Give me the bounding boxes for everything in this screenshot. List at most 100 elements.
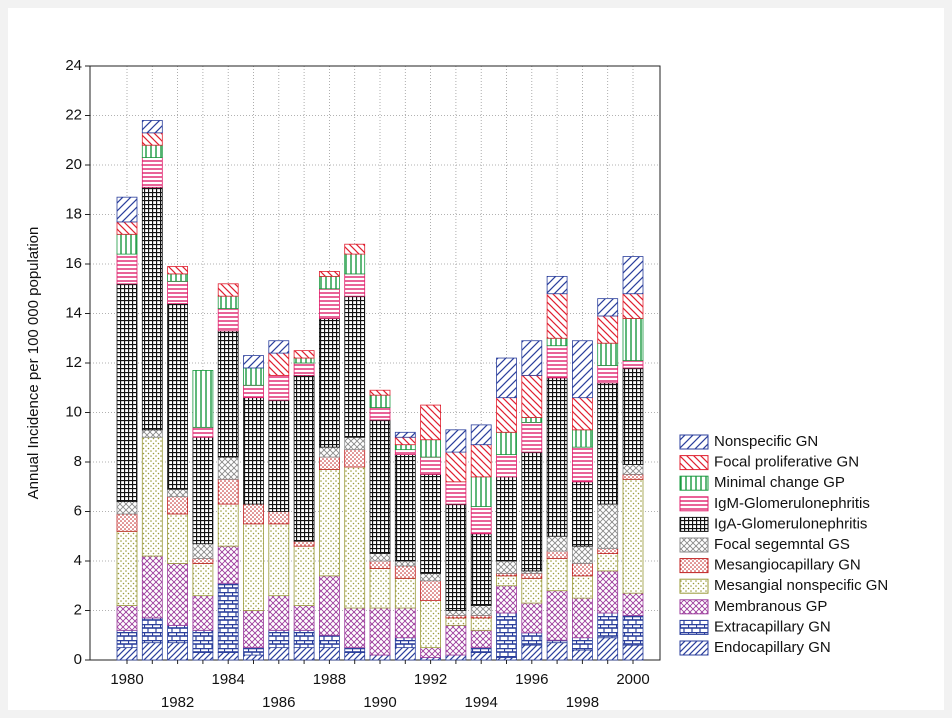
bar-segment bbox=[167, 563, 189, 626]
x-tick-label: 1980 bbox=[110, 671, 143, 688]
bar-segment bbox=[369, 654, 391, 661]
bar-segment bbox=[217, 652, 239, 661]
bar-segment bbox=[496, 575, 517, 587]
bar-segment bbox=[521, 340, 543, 376]
bar-segment bbox=[622, 293, 644, 319]
bar-segment bbox=[167, 624, 189, 644]
bar-segment bbox=[344, 647, 366, 653]
bar-segment bbox=[496, 357, 517, 399]
y-tick-label: 12 bbox=[65, 354, 82, 371]
bar-segment bbox=[470, 605, 492, 616]
bar-segment bbox=[546, 590, 568, 641]
legend-swatch bbox=[679, 537, 709, 553]
bar-segment bbox=[167, 513, 189, 564]
y-tick-label: 6 bbox=[74, 502, 82, 519]
bar-segment bbox=[622, 592, 644, 616]
bar-segment bbox=[344, 436, 366, 451]
bar-segment bbox=[141, 132, 163, 146]
bar-segment bbox=[420, 456, 442, 475]
bar-segment bbox=[141, 157, 163, 188]
legend-label: Membranous GP bbox=[714, 598, 827, 615]
bar-segment bbox=[622, 360, 644, 369]
bar-segment bbox=[192, 652, 214, 661]
bar-segment bbox=[192, 370, 214, 428]
bar-segment bbox=[141, 429, 163, 438]
bar-segment bbox=[394, 577, 416, 609]
bar-segment bbox=[217, 545, 239, 584]
bar-segment bbox=[496, 585, 517, 614]
legend-swatch bbox=[679, 599, 709, 615]
bar-segment bbox=[293, 540, 315, 547]
bar-segment bbox=[318, 469, 340, 577]
bar-segment bbox=[445, 481, 467, 505]
bar-segment bbox=[622, 644, 644, 661]
bar-segment bbox=[243, 397, 264, 505]
bar-segment bbox=[572, 563, 593, 577]
bar-segment bbox=[243, 610, 264, 649]
bar-segment bbox=[116, 233, 138, 255]
bar-segment bbox=[268, 352, 290, 376]
bar-segment bbox=[521, 451, 543, 572]
legend-label: Endocapillary GN bbox=[714, 639, 831, 656]
bar-segment bbox=[217, 330, 239, 458]
bar-segment bbox=[167, 280, 189, 305]
bar-segment bbox=[546, 293, 568, 339]
y-tick-label: 14 bbox=[65, 304, 82, 321]
bar-segment bbox=[192, 558, 214, 564]
bar-segment bbox=[572, 575, 593, 599]
bar-segment bbox=[318, 275, 340, 290]
bar-segment bbox=[597, 553, 619, 572]
bar-segment bbox=[116, 629, 138, 649]
bar-segment bbox=[445, 429, 467, 453]
bar-segment bbox=[496, 612, 517, 658]
legend-label: Nonspecific GN bbox=[714, 433, 818, 450]
y-tick-label: 24 bbox=[65, 57, 82, 74]
bar-segment bbox=[420, 572, 442, 582]
bar-segment bbox=[116, 513, 138, 532]
bar-segment bbox=[369, 553, 391, 562]
bar-segment bbox=[445, 654, 467, 661]
x-tick-label: 1988 bbox=[313, 671, 346, 688]
bar-segment bbox=[318, 271, 340, 277]
bar-segment bbox=[445, 610, 467, 616]
legend-swatch bbox=[679, 640, 709, 656]
legend-swatch bbox=[679, 434, 709, 450]
bar-segment bbox=[470, 647, 492, 653]
x-tick-label: 1990 bbox=[363, 694, 396, 711]
y-tick-label: 22 bbox=[65, 106, 82, 123]
bar-segment bbox=[546, 558, 568, 592]
y-axis-label: Annual Incidence per 100 000 population bbox=[25, 227, 42, 500]
bar-segment bbox=[217, 456, 239, 480]
bar-segment bbox=[293, 629, 315, 649]
bar-segment bbox=[192, 563, 214, 597]
bar-segment bbox=[445, 624, 467, 656]
bar-segment bbox=[243, 367, 264, 386]
bar-segment bbox=[268, 647, 290, 661]
bar-segment bbox=[546, 337, 568, 347]
bar-segment bbox=[597, 570, 619, 614]
bar-segment bbox=[546, 535, 568, 552]
bar-segment bbox=[217, 503, 239, 547]
legend-label: Focal proliferative GN bbox=[714, 454, 859, 471]
bar-segment bbox=[116, 253, 138, 285]
bar-segment bbox=[572, 597, 593, 639]
bar-segment bbox=[470, 506, 492, 535]
x-tick-label: 1996 bbox=[515, 671, 548, 688]
bar-segment bbox=[369, 389, 391, 396]
bar-segment bbox=[268, 340, 290, 354]
bar-segment bbox=[622, 478, 644, 594]
bar-segment bbox=[622, 473, 644, 480]
bar-segment bbox=[420, 404, 442, 441]
bar-segment bbox=[470, 629, 492, 649]
bar-segment bbox=[243, 384, 264, 399]
legend-swatch bbox=[679, 578, 709, 594]
bar-segment bbox=[217, 478, 239, 505]
y-tick-label: 18 bbox=[65, 205, 82, 222]
bar-segment bbox=[344, 243, 366, 255]
bar-segment bbox=[268, 523, 290, 597]
bar-segment bbox=[116, 283, 138, 502]
bar-segment bbox=[217, 295, 239, 309]
x-tick-label: 1992 bbox=[414, 671, 447, 688]
